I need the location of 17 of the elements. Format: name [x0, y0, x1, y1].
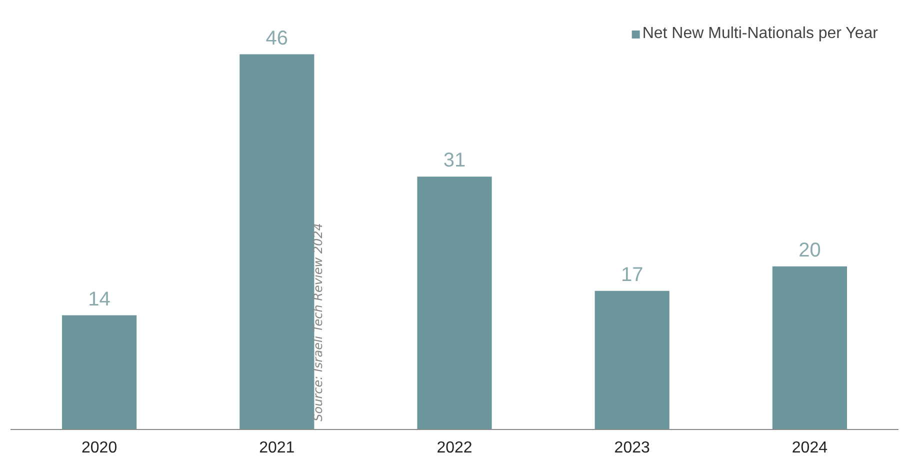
annotation: Source: Israeli Tech Review 2024 [310, 223, 325, 422]
x-tick-label: 2023 [614, 440, 650, 456]
data-label: 31 [443, 150, 466, 172]
x-tick-label: 2021 [259, 440, 295, 456]
data-label: 17 [620, 264, 644, 286]
data-label: 20 [798, 239, 821, 262]
x-tick-label: 2020 [82, 440, 118, 456]
bar [240, 54, 314, 430]
bar [417, 176, 492, 430]
bar [772, 266, 847, 430]
legend-label: Net New Multi-Nationals per Year [642, 25, 878, 43]
x-tick-label: 2022 [436, 440, 472, 456]
x-tick-label: 2024 [792, 440, 828, 456]
bar [62, 315, 137, 430]
data-label: 14 [88, 288, 110, 310]
bar [594, 290, 670, 430]
data-label: 46 [266, 27, 288, 50]
